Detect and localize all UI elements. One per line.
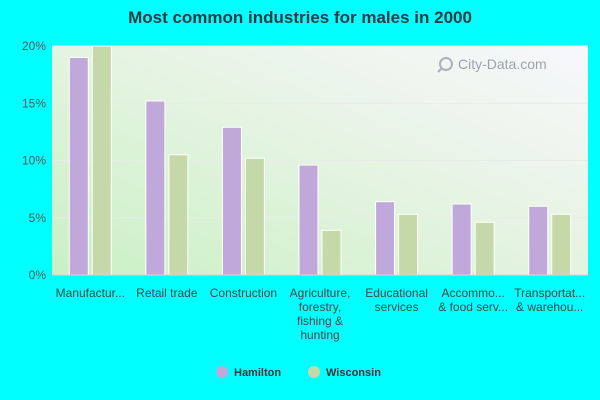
- y-tick-label: 0%: [29, 268, 47, 282]
- x-tick-label: Accommo... & food serv...: [438, 286, 508, 314]
- axes: 0% 5% 10% 15% 20% Manufactur... Retail trade Co…: [22, 39, 588, 342]
- bar-wisconsin-3: [321, 229, 342, 276]
- bars: [68, 45, 572, 276]
- x-tick-label: Transportat... & warehou...: [514, 286, 585, 314]
- y-tick-label: 20%: [22, 39, 46, 53]
- bar-wisconsin-4: [398, 213, 419, 276]
- bar-wisconsin-5: [474, 221, 495, 276]
- bar-hamilton-0: [68, 56, 89, 276]
- bar-hamilton-1: [145, 100, 166, 276]
- bar-hamilton-5: [451, 203, 472, 276]
- grid-lines: [52, 45, 588, 219]
- x-tick-label: Construction: [210, 286, 277, 300]
- legend: Hamilton Wisconsin: [216, 366, 381, 379]
- bar-hamilton-3: [298, 164, 319, 276]
- bar-wisconsin-1: [168, 154, 189, 276]
- y-tick-label: 15%: [22, 96, 46, 110]
- legend-label-hamilton: Hamilton: [234, 367, 281, 379]
- legend-swatch-wisconsin: [308, 366, 320, 378]
- y-tick-label: 5%: [29, 211, 47, 225]
- y-tick-label: 10%: [22, 154, 46, 168]
- bar-hamilton-2: [221, 126, 242, 276]
- bar-hamilton-4: [375, 201, 396, 276]
- bar-hamilton-6: [528, 205, 549, 276]
- watermark: City-Data.com: [437, 56, 547, 73]
- bar-wisconsin-2: [244, 157, 265, 276]
- bar-wisconsin-0: [91, 45, 112, 276]
- x-tick-label: Retail trade: [136, 286, 198, 300]
- bar-wisconsin-6: [551, 213, 572, 276]
- legend-swatch-hamilton: [216, 366, 228, 378]
- legend-label-wisconsin: Wisconsin: [326, 367, 381, 379]
- x-tick-label: Manufactur...: [56, 286, 125, 300]
- watermark-magnifier-icon: [439, 57, 453, 71]
- chart-title: Most common industries for males in 2000: [128, 8, 472, 27]
- x-tick-label: Agriculture, forestry, fishing & hunting: [290, 286, 351, 342]
- watermark-text: City-Data.com: [458, 56, 547, 72]
- x-tick-label: Educational services: [365, 286, 428, 314]
